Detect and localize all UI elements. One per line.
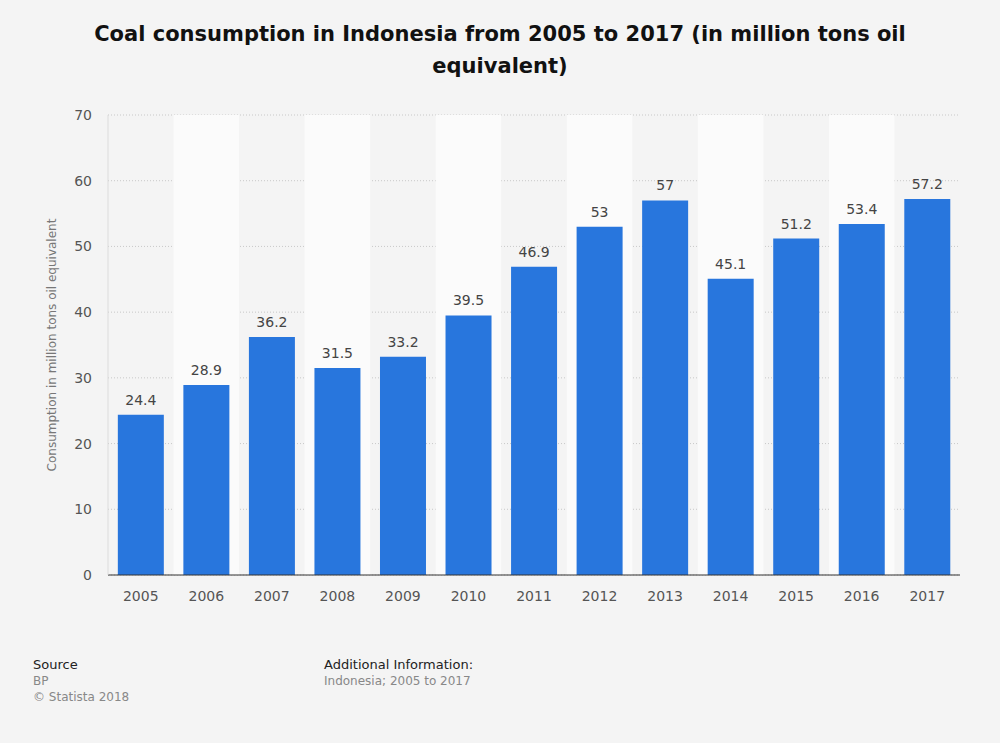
svg-text:60: 60 [74,173,92,189]
svg-text:45.1: 45.1 [715,256,746,272]
html-text:Consumption in million tons oi: Consumption in million tons oil equivale… [45,218,59,472]
svg-text:20: 20 [74,436,92,452]
svg-text:51.2: 51.2 [781,216,812,232]
svg-text:2011: 2011 [516,588,552,604]
html-text:Indonesia; 2005 to 2017: Indonesia; 2005 to 2017 [324,674,471,688]
svg-text:2005: 2005 [123,588,159,604]
html-text:Coal consumption in Indonesia: Coal consumption in Indonesia from 2005 … [94,22,906,78]
svg-text:2016: 2016 [844,588,880,604]
svg-text:2015: 2015 [778,588,814,604]
svg-text:53.4: 53.4 [846,201,877,217]
svg-text:2007: 2007 [254,588,290,604]
svg-text:40: 40 [74,304,92,320]
svg-text:53: 53 [591,204,609,220]
svg-text:70: 70 [74,107,92,123]
svg-text:0: 0 [83,567,92,583]
html-text:Additional Information:: Additional Information: [324,657,473,672]
svg-text:2012: 2012 [582,588,618,604]
svg-text:57.2: 57.2 [912,176,943,192]
svg-text:30: 30 [74,370,92,386]
svg-text:39.5: 39.5 [453,292,484,308]
svg-text:50: 50 [74,238,92,254]
svg-text:31.5: 31.5 [322,345,353,361]
svg-text:2013: 2013 [647,588,683,604]
svg-text:24.4: 24.4 [125,392,156,408]
svg-text:46.9: 46.9 [518,244,549,260]
html-text:Source: Source [33,657,78,672]
svg-text:33.2: 33.2 [387,334,418,350]
html-text:BP: BP [33,674,49,688]
svg-text:2010: 2010 [451,588,487,604]
svg-text:2014: 2014 [713,588,749,604]
svg-text:36.2: 36.2 [256,314,287,330]
svg-text:57: 57 [656,177,674,193]
svg-text:2009: 2009 [385,588,421,604]
svg-text:2006: 2006 [188,588,224,604]
svg-text:28.9: 28.9 [191,362,222,378]
html-text:© Statista 2018: © Statista 2018 [33,690,130,704]
svg-text:2017: 2017 [909,588,945,604]
svg-text:2008: 2008 [320,588,356,604]
svg-text:10: 10 [74,501,92,517]
